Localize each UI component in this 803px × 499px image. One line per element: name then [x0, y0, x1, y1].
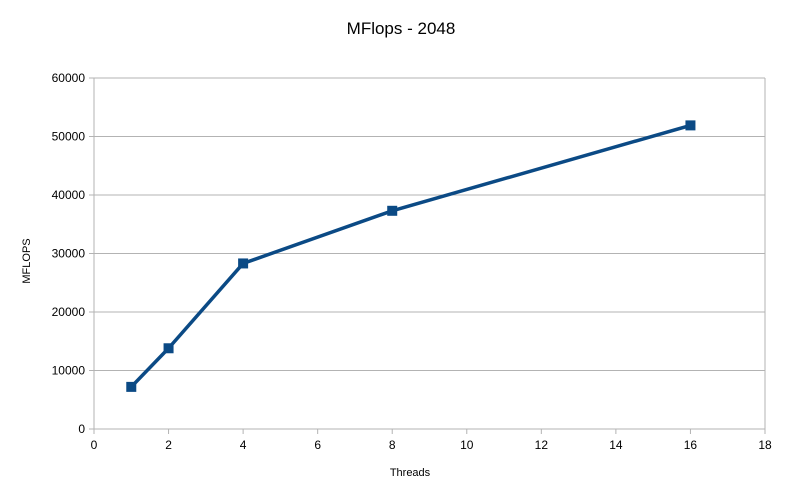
- data-point-marker: [163, 343, 174, 354]
- chart-title: MFlops - 2048: [347, 19, 456, 38]
- x-tick-label: 16: [684, 438, 698, 452]
- x-tick-label: 8: [389, 438, 396, 452]
- x-tick-label: 12: [535, 438, 549, 452]
- data-point-marker: [238, 258, 249, 269]
- axes: [89, 77, 766, 434]
- y-tick-label: 40000: [52, 188, 86, 202]
- x-axis-title: Threads: [390, 467, 431, 479]
- x-tick-label: 0: [91, 438, 98, 452]
- data-point-marker: [387, 205, 398, 216]
- series: [126, 120, 696, 392]
- y-tick-label: 30000: [52, 247, 86, 261]
- x-tick-label: 14: [609, 438, 623, 452]
- x-tick-label: 4: [240, 438, 247, 452]
- y-axis-title: MFLOPS: [21, 238, 33, 283]
- data-point-marker: [126, 381, 137, 392]
- y-tick-label: 10000: [52, 364, 86, 378]
- tick-labels: 0 10000 20000 30000 40000 50000 60000 0 2 4 6 8 10 12…: [52, 71, 772, 452]
- series-line: [129, 123, 693, 389]
- y-tick-label: 50000: [52, 130, 86, 144]
- x-tick-label: 18: [758, 438, 772, 452]
- grid-lines: [94, 77, 765, 430]
- y-tick-label: 0: [78, 422, 85, 436]
- data-point-marker: [685, 120, 696, 131]
- x-tick-label: 10: [460, 438, 474, 452]
- y-tick-label: 20000: [52, 305, 86, 319]
- x-tick-label: 2: [165, 438, 172, 452]
- y-tick-label: 60000: [52, 71, 86, 85]
- x-tick-label: 6: [314, 438, 321, 452]
